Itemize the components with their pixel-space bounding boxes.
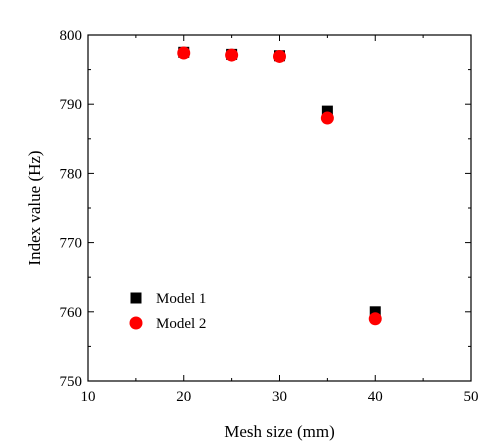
model-2-point xyxy=(320,111,334,125)
y-tick-label: 750 xyxy=(60,374,83,390)
x-tick-label: 30 xyxy=(272,389,287,405)
y-tick-label: 780 xyxy=(60,166,83,182)
model-1-point xyxy=(369,306,381,318)
x-tick-label: 20 xyxy=(176,389,191,405)
model-1-point xyxy=(321,105,333,117)
data-markers xyxy=(177,46,382,326)
x-axis-title: Mesh size (mm) xyxy=(224,422,334,441)
legend-marker xyxy=(130,292,142,304)
legend-marker xyxy=(129,316,143,330)
model-2-point xyxy=(273,49,286,63)
model-2-point xyxy=(368,312,382,326)
y-tick-label: 790 xyxy=(60,97,83,113)
plot-frame xyxy=(87,34,472,382)
y-tick-label: 770 xyxy=(60,236,83,252)
y-axis-title: Index value (Hz) xyxy=(25,150,44,265)
axis-ticks xyxy=(87,34,472,382)
legend-label: Model 2 xyxy=(156,316,206,332)
legend: Model 1 Model 2 xyxy=(129,291,206,332)
axis-tick-labels: 10 20 30 40 50 750 760 770 780 790 800 xyxy=(60,28,479,405)
x-tick-label: 40 xyxy=(368,389,383,405)
model-2-point xyxy=(225,48,239,62)
y-tick-label: 760 xyxy=(60,305,83,321)
legend-label: Model 1 xyxy=(156,291,206,307)
x-tick-label: 10 xyxy=(81,389,96,405)
plot-border xyxy=(87,34,472,382)
model-2-point xyxy=(177,46,191,60)
x-tick-label: 50 xyxy=(464,389,479,405)
y-tick-label: 800 xyxy=(60,28,83,44)
